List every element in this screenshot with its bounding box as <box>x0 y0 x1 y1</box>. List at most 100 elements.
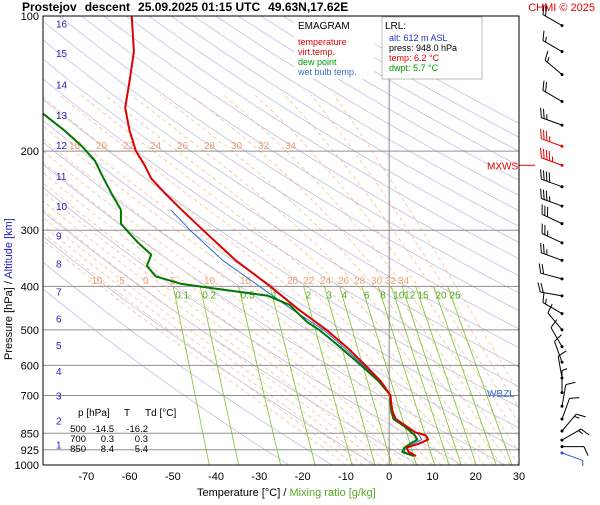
x-axis-title: Temperature [°C] / Mixing ratio [g/kg] <box>197 487 376 499</box>
wind-barb <box>548 320 571 349</box>
mixing-ratio-line <box>433 286 496 465</box>
temperature-tick-label: -40 <box>208 471 224 483</box>
altitude-tick-label: 5 <box>56 341 62 352</box>
mixing-ratio-line <box>239 286 281 465</box>
pressure-tick-label: 600 <box>21 360 39 372</box>
mixing-ratio-line <box>200 286 238 465</box>
temperature-tick-label: 10 <box>426 471 438 483</box>
mixing-ratio-line <box>173 286 209 465</box>
dry-adiabat <box>0 16 332 465</box>
wind-barb-dot <box>560 163 564 167</box>
temperature-tick-label: -20 <box>295 471 311 483</box>
mixing-ratio-label: 0.1 <box>175 290 189 301</box>
wind-barb-staff <box>541 158 562 166</box>
altitude-tick-label: 16 <box>56 20 68 31</box>
dry-adiabat <box>0 16 549 465</box>
moist-adiabat-label-lower: 24 <box>320 276 332 287</box>
mixing-ratio-label: 8 <box>380 290 386 301</box>
table-header-cell: T <box>124 408 130 419</box>
wind-barb-staff <box>562 453 583 461</box>
altitude-tick-label: 6 <box>56 315 62 326</box>
wind-barb <box>538 204 567 225</box>
wind-barb-flag <box>566 381 576 387</box>
altitude-tick-label: 4 <box>56 367 62 378</box>
wbzl-label: WBZL <box>487 389 515 400</box>
mixing-ratio-label: 6 <box>364 290 370 301</box>
wind-barb <box>537 243 566 262</box>
wind-barb-staff <box>543 303 562 314</box>
mixing-ratio-label: 25 <box>450 290 462 301</box>
wind-barb-staff <box>541 273 562 279</box>
altitude-tick-label: 8 <box>56 260 62 271</box>
dry-adiabat <box>0 16 462 465</box>
dry-adiabat <box>104 16 600 465</box>
wind-barb-dot <box>560 23 564 27</box>
header-part: 25.09.2025 01:15 UTC <box>138 0 260 14</box>
mxws-label: MXWS <box>487 161 518 172</box>
moist-adiabat-label-upper: 20 <box>96 141 108 152</box>
wind-barb-staff <box>551 328 562 347</box>
wind-barb-staff <box>541 253 562 261</box>
lrl-line: dwpt: 5.7 °C <box>389 63 439 73</box>
wind-barb-flag <box>584 447 588 456</box>
moist-adiabat-label-upper: 32 <box>258 141 270 152</box>
wind-barb <box>559 451 585 466</box>
mixing-ratio-label: 2 <box>306 290 312 301</box>
x-axis-title-temp: Temperature [°C] <box>197 487 283 499</box>
y-axis-title-alt: Altitude [km] <box>3 218 15 279</box>
mixing-ratio-label: 10 <box>393 290 405 301</box>
wind-barb <box>537 148 566 167</box>
moist-adiabat-label-upper: 24 <box>150 141 162 152</box>
wind-barb-dot <box>560 204 564 208</box>
wind-barb-staff <box>541 179 562 187</box>
wind-barb <box>560 426 589 449</box>
wind-barb-half <box>562 369 567 371</box>
legend-item: virt.temp. <box>298 47 335 57</box>
moist-adiabat-label-lower: 26 <box>338 276 350 287</box>
moist-adiabat-label-lower: 30 <box>371 276 383 287</box>
temperature-tick-label: -70 <box>78 471 94 483</box>
moist-adiabat-label-upper: 34 <box>285 141 297 152</box>
x-axis-title-mix: Mixing ratio [g/kg] <box>289 487 375 499</box>
header-part: descent <box>85 0 130 14</box>
wind-barb <box>539 31 568 54</box>
temperature-tick-label: 0 <box>386 471 392 483</box>
altitude-tick-label: 15 <box>56 49 68 60</box>
altitude-tick-label: 7 <box>56 288 62 299</box>
table-cell: 5.4 <box>135 444 148 455</box>
wind-barb-flag <box>581 427 589 437</box>
wind-barb-dot <box>560 99 564 103</box>
pressure-tick-label: 1000 <box>15 460 39 472</box>
moist-adiabat-label-lower: 32 <box>385 276 397 287</box>
pressure-tick-label: 200 <box>21 146 39 158</box>
wind-barb-dot <box>560 123 564 127</box>
moist-adiabat-label-lower: 15 <box>240 276 252 287</box>
lrl-line: alt: 612 m ASL <box>389 33 448 43</box>
moist-adiabat-label-upper: 30 <box>231 141 243 152</box>
mixing-ratio-label: 20 <box>435 290 447 301</box>
wind-barb-dot <box>561 391 564 394</box>
wind-barb <box>537 169 566 188</box>
wind-barb-dot <box>561 445 564 448</box>
wind-barb <box>552 335 571 364</box>
table-header-cell: p [hPa] <box>78 408 110 419</box>
wind-barb-staff <box>541 118 562 126</box>
legend-item: wet bulb temp. <box>297 67 357 77</box>
wind-barb <box>541 51 569 77</box>
wind-barb-dot <box>560 185 564 189</box>
moist-adiabat-label-upper: 28 <box>204 141 216 152</box>
wind-barb <box>537 108 566 127</box>
pressure-tick-label: 400 <box>21 281 39 293</box>
wind-barb-dot <box>560 258 564 262</box>
legend-title: EMAGRAM <box>298 21 350 32</box>
altitude-tick-label: 11 <box>56 172 67 183</box>
altitude-tick-label: 1 <box>56 440 62 451</box>
pressure-tick-label: 300 <box>21 225 39 237</box>
moist-adiabat-label-lower: -10 <box>88 276 103 287</box>
wind-barb-staff <box>543 41 562 52</box>
wind-barb-half <box>581 460 585 465</box>
wind-barb-flag <box>576 411 585 420</box>
table-cell: 850 <box>70 444 86 455</box>
